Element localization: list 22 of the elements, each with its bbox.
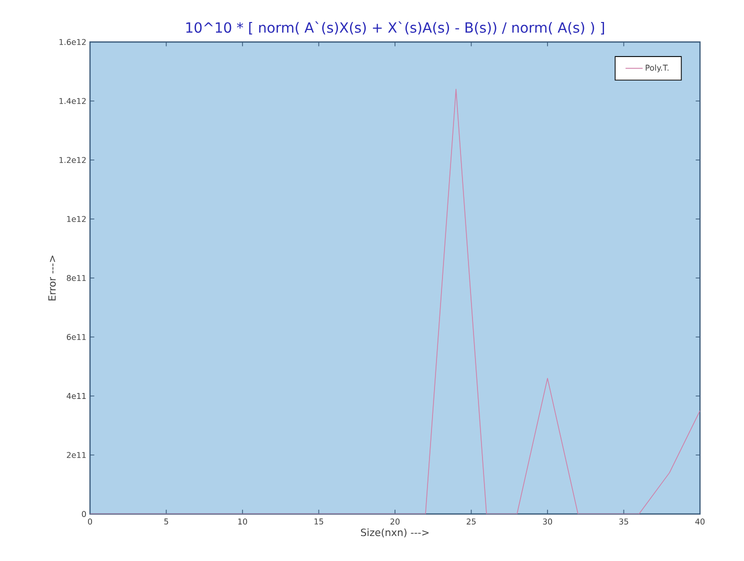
y-tick-label: 0 <box>82 510 86 518</box>
y-tick-label: 1e12 <box>67 216 86 222</box>
y-tick-label: 8e11 <box>66 274 86 282</box>
x-tick-label: 0 <box>88 518 92 525</box>
x-tick-label: 40 <box>695 518 705 525</box>
y-tick-label: 1.4e12 <box>60 98 86 104</box>
y-tick-label: 1.2e12 <box>60 156 86 164</box>
x-tick-label: 20 <box>390 518 400 525</box>
x-tick-label: 10 <box>238 518 248 525</box>
y-tick-label: 1.6e12 <box>60 38 86 46</box>
x-tick-label: 30 <box>543 518 552 525</box>
x-tick-label: 25 <box>466 518 476 525</box>
y-tick-label: 2e11 <box>66 452 86 458</box>
y-tick-label: 6e11 <box>66 334 86 340</box>
x-axis-title: Size(nxn) ---> <box>361 528 429 538</box>
y-axis-title: Error ---> <box>48 256 56 300</box>
legend-label: Poly.T. <box>646 64 668 72</box>
y-tick-label: 4e11 <box>66 393 86 399</box>
x-tick-label: 35 <box>619 518 628 525</box>
x-tick-label: 15 <box>314 518 324 524</box>
chart-title: 10^10 * [ norm( A`(s)X(s) + X`(s)A(s) - B(s)) / norm( A(s) ) ] <box>186 21 604 34</box>
x-tick-label: 5 <box>164 518 168 524</box>
